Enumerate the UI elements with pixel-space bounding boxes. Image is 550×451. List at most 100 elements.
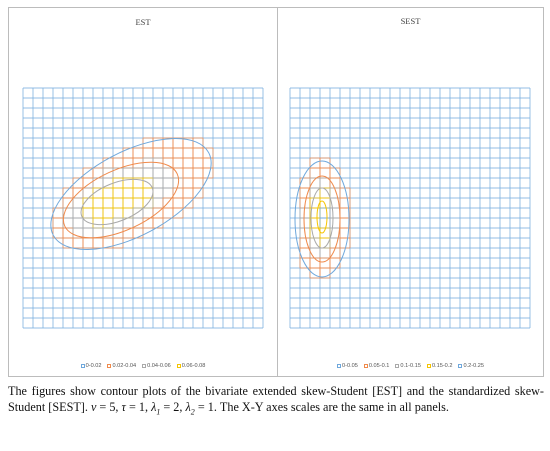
sest-cell	[319, 177, 331, 189]
est-cell	[52, 217, 64, 229]
lambda1-symbol: λ	[151, 400, 157, 414]
sest-legend-swatch	[363, 363, 368, 368]
est-cell	[142, 147, 154, 159]
est-legend-swatch	[142, 363, 147, 368]
est-cell	[102, 207, 114, 219]
sest-cell	[329, 207, 341, 219]
est-contours	[50, 137, 212, 251]
est-cell	[172, 137, 184, 149]
sest-legend-swatch	[337, 363, 341, 368]
est-cell	[72, 217, 84, 229]
est-cell	[102, 197, 114, 209]
est-cell	[132, 187, 144, 199]
sest-legend-swatch	[395, 363, 400, 368]
lambda2-subscript: 2	[190, 407, 195, 417]
est-contour-plot	[22, 87, 264, 329]
sest-contour-line	[294, 160, 350, 278]
est-cell	[162, 167, 174, 179]
sest-legend-label: 0.2-0.25	[463, 363, 484, 369]
est-contour-line	[50, 137, 212, 251]
sest-cell	[329, 237, 341, 249]
sest-legend-item: 0.05-0.1	[363, 363, 389, 369]
est-cell	[132, 147, 144, 159]
est-legend: 0-0.02 0.02-0.04 0.04-0.06 0.06-0.08	[9, 363, 277, 369]
sest-contour-plot	[289, 87, 531, 329]
est-cell	[172, 147, 184, 159]
est-cell	[122, 197, 134, 209]
est-cell	[192, 187, 204, 199]
est-cell	[162, 187, 174, 199]
est-cell	[82, 237, 94, 249]
sest-cell	[309, 257, 321, 269]
est-contour-line	[62, 161, 180, 239]
sest-cell	[299, 217, 311, 229]
est-cell	[132, 167, 144, 179]
est-panel: EST 0-0.02 0.02-0.04 0.04-0.06 0.06-0.08	[8, 7, 278, 377]
est-cell	[112, 197, 124, 209]
est-cell	[92, 217, 104, 229]
est-cell	[122, 167, 134, 179]
est-cell	[182, 197, 194, 209]
sest-contour-line	[303, 175, 341, 263]
est-cell	[192, 147, 204, 159]
est-cell	[182, 187, 194, 199]
sest-grid	[289, 87, 531, 329]
figure-caption: The figures show contour plots of the bi…	[8, 383, 544, 420]
est-cell	[82, 177, 94, 189]
est-cell	[102, 187, 114, 199]
est-cell	[142, 187, 154, 199]
sest-contour-line	[316, 200, 328, 234]
est-cell	[112, 157, 124, 169]
sest-legend-item: 0.1-0.15	[395, 363, 421, 369]
sest-legend-item: 0-0.05	[337, 363, 358, 369]
lambda1-subscript: 1	[156, 407, 161, 417]
est-cell	[62, 237, 74, 249]
est-cell	[162, 177, 174, 189]
est-cell	[172, 197, 184, 209]
est-cell	[92, 177, 104, 189]
est-cell	[132, 197, 144, 209]
est-legend-item: 0.02-0.04	[107, 363, 136, 369]
est-cell	[152, 177, 164, 189]
est-cell	[72, 237, 84, 249]
nu-symbol: ν	[90, 400, 97, 414]
est-cell	[72, 197, 84, 209]
sest-cell	[319, 207, 331, 219]
est-cell	[202, 147, 214, 159]
sest-legend-item: 0.15-0.2	[426, 363, 452, 369]
sest-legend: 0-0.05 0.05-0.1 0.1-0.15 0.15-0.2 0.2-0.25	[278, 363, 543, 369]
lambda1-value: = 2,	[160, 400, 186, 414]
est-cell	[152, 217, 164, 229]
est-cell	[172, 157, 184, 169]
sest-contour-line	[310, 187, 334, 249]
est-title: EST	[135, 17, 151, 27]
est-cell	[132, 227, 144, 239]
est-cell	[92, 237, 104, 249]
est-cell	[162, 147, 174, 159]
est-cell	[142, 157, 154, 169]
sest-panel: SEST 0-0.05 0.05-0.1 0.1-0.15 0.15-0.2 0.2-0…	[277, 7, 544, 377]
est-cell	[92, 207, 104, 219]
sest-contours	[294, 160, 350, 278]
est-legend-swatch	[176, 363, 181, 368]
sest-legend-label: 0.1-0.15	[400, 363, 421, 369]
est-cell	[152, 147, 164, 159]
est-colored-cells	[52, 137, 214, 249]
sest-legend-swatch	[426, 363, 431, 368]
lambda2-value: = 1. The X-Y axes scales are the same in…	[194, 400, 449, 414]
est-legend-item: 0.06-0.08	[176, 363, 205, 369]
sest-cell	[339, 237, 351, 249]
est-legend-swatch	[107, 363, 112, 368]
sest-legend-label: 0-0.05	[342, 363, 358, 369]
est-cell	[92, 197, 104, 209]
est-legend-label: 0.02-0.04	[112, 363, 137, 369]
est-cell	[112, 237, 124, 249]
sest-title: SEST	[400, 16, 421, 26]
est-cell	[192, 157, 204, 169]
est-legend-label: 0-0.02	[85, 363, 102, 369]
sest-cell	[299, 207, 311, 219]
tau-symbol: τ	[121, 400, 126, 414]
est-contour-line	[80, 178, 154, 226]
tau-value: = 1,	[125, 400, 152, 414]
est-cell	[152, 167, 164, 179]
